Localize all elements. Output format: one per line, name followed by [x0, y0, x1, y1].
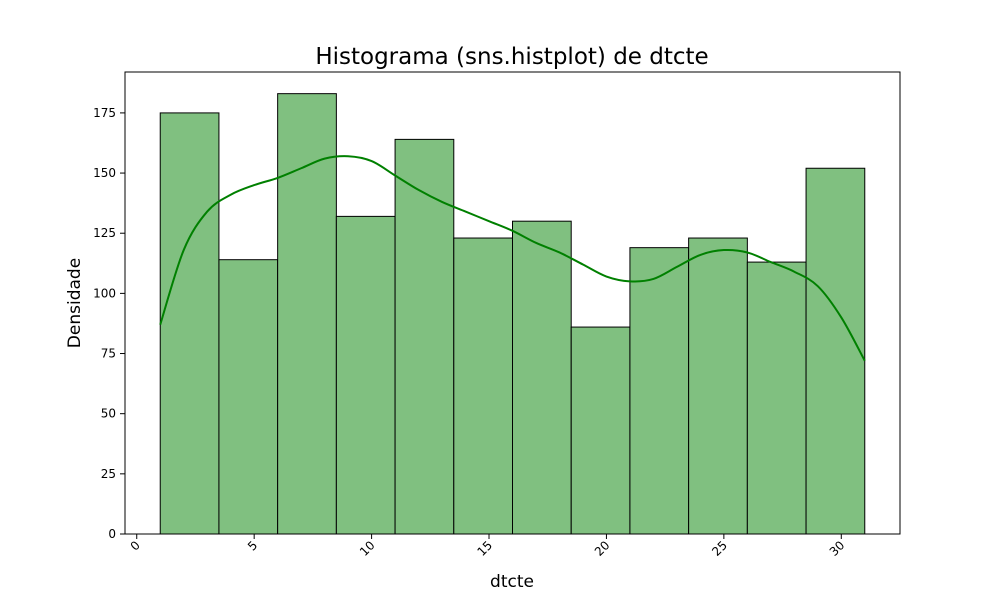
- y-tick-label: 150: [93, 166, 116, 180]
- y-tick-label: 125: [93, 226, 116, 240]
- histogram-bar: [277, 93, 337, 535]
- kde-curve: [159, 155, 866, 362]
- histogram-bar: [453, 237, 513, 535]
- histogram-bar: [629, 247, 690, 535]
- histogram-bar: [688, 237, 748, 535]
- y-tick-label: 50: [101, 407, 116, 421]
- x-tick-label: 20: [592, 538, 613, 559]
- x-tick-label: 30: [827, 538, 848, 559]
- y-tick-label: 0: [108, 527, 116, 541]
- x-tick-label: 10: [357, 538, 378, 559]
- x-tick-label: 0: [128, 538, 143, 553]
- y-tick-label: 25: [101, 467, 116, 481]
- y-tick-label: 75: [101, 347, 116, 361]
- y-tick-label: 100: [93, 286, 116, 300]
- x-tick-label: 25: [709, 538, 730, 559]
- histogram-bar: [746, 261, 807, 535]
- y-tick-label: 175: [93, 106, 116, 120]
- x-tick-label: 5: [245, 538, 260, 553]
- x-tick-label: 15: [474, 538, 495, 559]
- histogram-bar: [805, 167, 866, 535]
- histogram-bar: [570, 326, 631, 535]
- x-axis-title: dtcte: [490, 572, 534, 592]
- histogram-bar: [394, 138, 455, 535]
- chart-title: Histograma (sns.histplot) de dtcte: [315, 44, 708, 70]
- y-axis-title: Densidade: [65, 258, 85, 348]
- histogram-bar: [335, 215, 396, 535]
- histogram-bar: [159, 112, 220, 535]
- plot-frame: [124, 71, 901, 535]
- histogram-bar: [512, 220, 572, 535]
- histogram-bar: [218, 259, 279, 535]
